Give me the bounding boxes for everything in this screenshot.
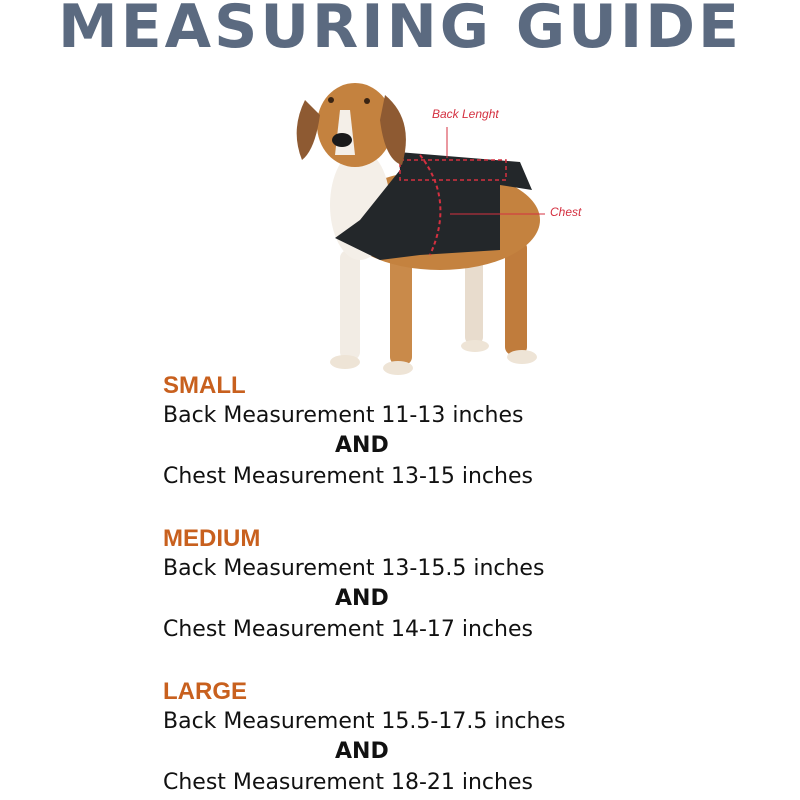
and-connector: AND xyxy=(335,739,389,764)
size-heading: LARGE xyxy=(163,678,247,705)
back-measurement: Back Measurement 13-15.5 inches xyxy=(163,556,545,581)
chest-measurement: Chest Measurement 13-15 inches xyxy=(163,464,533,489)
size-heading: SMALL xyxy=(163,372,246,399)
and-connector: AND xyxy=(335,433,389,458)
chest-measurement: Chest Measurement 18-21 inches xyxy=(163,770,533,795)
size-small-section: SMALL Back Measurement 11-13 inches AND … xyxy=(163,372,723,492)
size-heading: MEDIUM xyxy=(163,525,261,552)
back-length-label: Back Lenght xyxy=(432,107,499,121)
back-measurement: Back Measurement 11-13 inches xyxy=(163,403,524,428)
chest-measurement: Chest Measurement 14-17 inches xyxy=(163,617,533,642)
back-measurement: Back Measurement 15.5-17.5 inches xyxy=(163,709,566,734)
size-large-section: LARGE Back Measurement 15.5-17.5 inches … xyxy=(163,678,723,798)
size-medium-section: MEDIUM Back Measurement 13-15.5 inches A… xyxy=(163,525,723,645)
and-connector: AND xyxy=(335,586,389,611)
page-title: MEASURING GUIDE xyxy=(57,0,743,62)
dog-wearing-harness-image xyxy=(296,83,545,375)
chest-label: Chest xyxy=(550,205,582,219)
